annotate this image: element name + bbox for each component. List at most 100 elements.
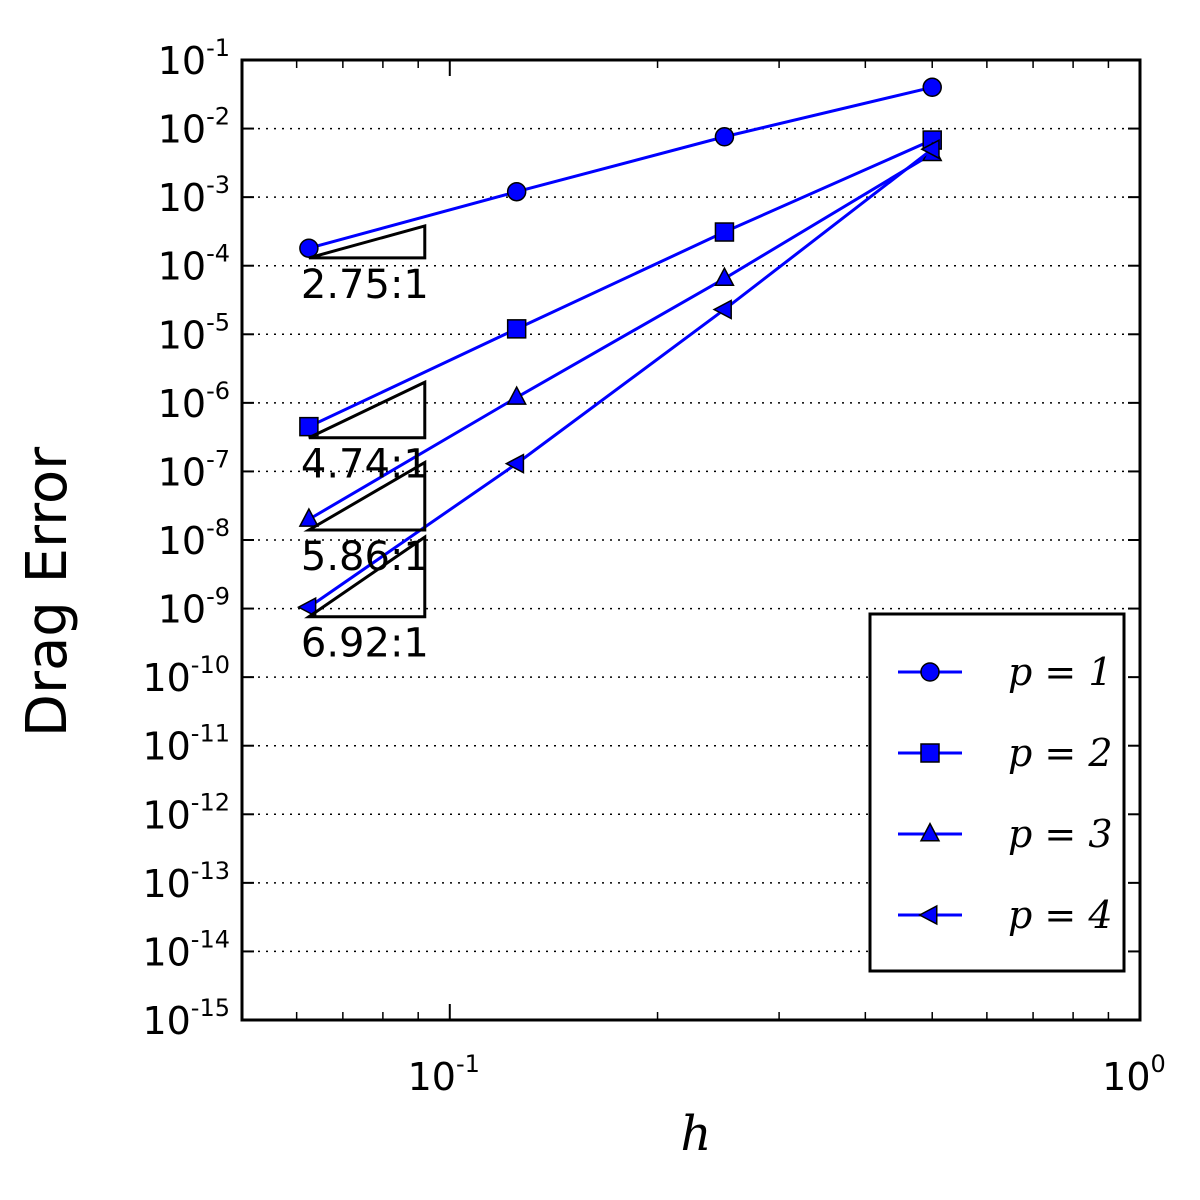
y-tick-label: 10-2 — [158, 103, 230, 152]
series-p4 — [296, 138, 940, 618]
y-tick-label: 10-13 — [142, 857, 230, 906]
slope-triangle-shape — [303, 459, 427, 532]
legend-label: p = 1 — [1008, 650, 1113, 694]
y-tick-base: 10 — [158, 108, 206, 152]
y-tick-label: 10-6 — [158, 377, 230, 426]
legend: p = 1 p = 2 p = 3 p = 4 — [868, 612, 1126, 973]
marker-triangle-left — [296, 596, 317, 618]
legend-item: p = 1 — [898, 650, 1113, 694]
y-tick-exponent: -14 — [191, 925, 230, 953]
legend-item: p = 2 — [898, 731, 1113, 775]
y-tick-exponent: -15 — [191, 994, 230, 1022]
x-tick-label: 10-1 — [408, 1050, 480, 1099]
y-tick-label: 10-12 — [142, 788, 230, 837]
y-tick-base: 10 — [142, 656, 190, 700]
series-line — [308, 138, 933, 428]
marker-circle — [506, 181, 527, 202]
marker-square — [506, 319, 527, 339]
y-tick-base: 10 — [158, 39, 206, 83]
plot-series — [296, 77, 943, 618]
marker-circle — [922, 77, 942, 98]
slope-triangle: 2.75:1 — [301, 223, 429, 308]
y-tick-base: 10 — [142, 930, 190, 974]
y-tick-label: 10-1 — [158, 34, 230, 83]
marker-triangle-left — [918, 904, 938, 926]
y-axis-label: Drag Error — [15, 446, 80, 737]
y-tick-base: 10 — [158, 450, 206, 494]
slope-triangle: 5.86:1 — [301, 459, 429, 580]
y-tick-exponent: -2 — [206, 103, 230, 131]
axis-ticks: 10-110-210-310-410-510-610-710-810-910-1… — [142, 34, 1165, 1099]
y-tick-exponent: -12 — [191, 788, 230, 816]
series-p2 — [299, 130, 942, 437]
y-tick-exponent: -7 — [206, 445, 230, 473]
slope-label: 6.92:1 — [301, 621, 429, 667]
marker-triangle-up — [919, 822, 941, 842]
y-tick-exponent: -6 — [206, 377, 230, 405]
y-tick-base: 10 — [158, 588, 206, 632]
y-tick-base: 10 — [158, 245, 206, 289]
y-tick-exponent: -9 — [206, 583, 230, 611]
y-tick-base: 10 — [158, 382, 206, 426]
slope-triangle-shape — [308, 223, 427, 260]
y-tick-base: 10 — [158, 313, 206, 357]
slope-label: 4.74:1 — [301, 442, 429, 488]
slope-label: 5.86:1 — [301, 534, 429, 580]
marker-square — [920, 743, 940, 763]
y-tick-exponent: -4 — [206, 240, 230, 268]
marker-triangle-left — [504, 453, 525, 474]
y-tick-label: 10-3 — [158, 171, 230, 220]
y-tick-exponent: -8 — [206, 514, 230, 542]
y-tick-base: 10 — [158, 519, 206, 563]
y-tick-label: 10-7 — [158, 445, 230, 494]
legend-label: p = 2 — [1008, 731, 1113, 775]
marker-triangle-up — [298, 507, 320, 527]
y-tick-base: 10 — [142, 999, 190, 1043]
marker-triangle-up — [714, 266, 735, 287]
legend-item: p = 3 — [898, 812, 1113, 856]
slope-triangle: 6.92:1 — [301, 534, 429, 667]
x-tick-base: 10 — [1102, 1055, 1150, 1099]
x-tick-base: 10 — [408, 1055, 456, 1099]
marker-square — [714, 222, 735, 242]
slope-triangle-shape — [304, 534, 427, 619]
y-tick-label: 10-14 — [142, 925, 230, 974]
y-tick-base: 10 — [158, 176, 206, 220]
y-tick-label: 10-8 — [158, 514, 230, 563]
marker-circle — [299, 238, 319, 258]
legend-label: p = 3 — [1008, 812, 1113, 856]
y-tick-base: 10 — [142, 862, 190, 906]
y-tick-exponent: -1 — [206, 34, 230, 62]
x-axis-label: h — [681, 1106, 712, 1162]
y-tick-base: 10 — [142, 793, 190, 837]
y-tick-exponent: -13 — [191, 857, 230, 885]
x-tick-label: 100 — [1102, 1050, 1166, 1099]
marker-triangle-up — [506, 385, 527, 405]
x-tick-exponent: 0 — [1151, 1050, 1166, 1078]
y-tick-label: 10-9 — [158, 583, 230, 632]
slope-triangle: 4.74:1 — [301, 379, 429, 488]
legend-label: p = 4 — [1008, 893, 1113, 937]
series-line — [308, 152, 933, 521]
y-tick-label: 10-11 — [142, 720, 230, 769]
y-tick-exponent: -10 — [191, 651, 230, 679]
marker-square — [299, 416, 319, 437]
legend-item: p = 4 — [898, 893, 1113, 937]
series-line — [308, 148, 934, 609]
marker-circle — [714, 126, 735, 147]
series-line — [308, 85, 933, 250]
marker-circle — [920, 662, 940, 682]
slope-label: 2.75:1 — [301, 262, 429, 308]
slope-annotations: 2.75:1 4.74:1 5.86:1 6.92:1 — [301, 223, 429, 667]
y-tick-label: 10-10 — [142, 651, 230, 700]
marker-triangle-left — [920, 138, 940, 160]
slope-triangle-shape — [308, 379, 427, 440]
y-tick-exponent: -3 — [206, 171, 230, 199]
y-tick-label: 10-5 — [158, 308, 230, 357]
x-tick-exponent: -1 — [456, 1050, 480, 1078]
y-tick-exponent: -5 — [206, 308, 230, 336]
y-tick-exponent: -11 — [191, 720, 230, 748]
y-tick-label: 10-4 — [158, 240, 230, 289]
